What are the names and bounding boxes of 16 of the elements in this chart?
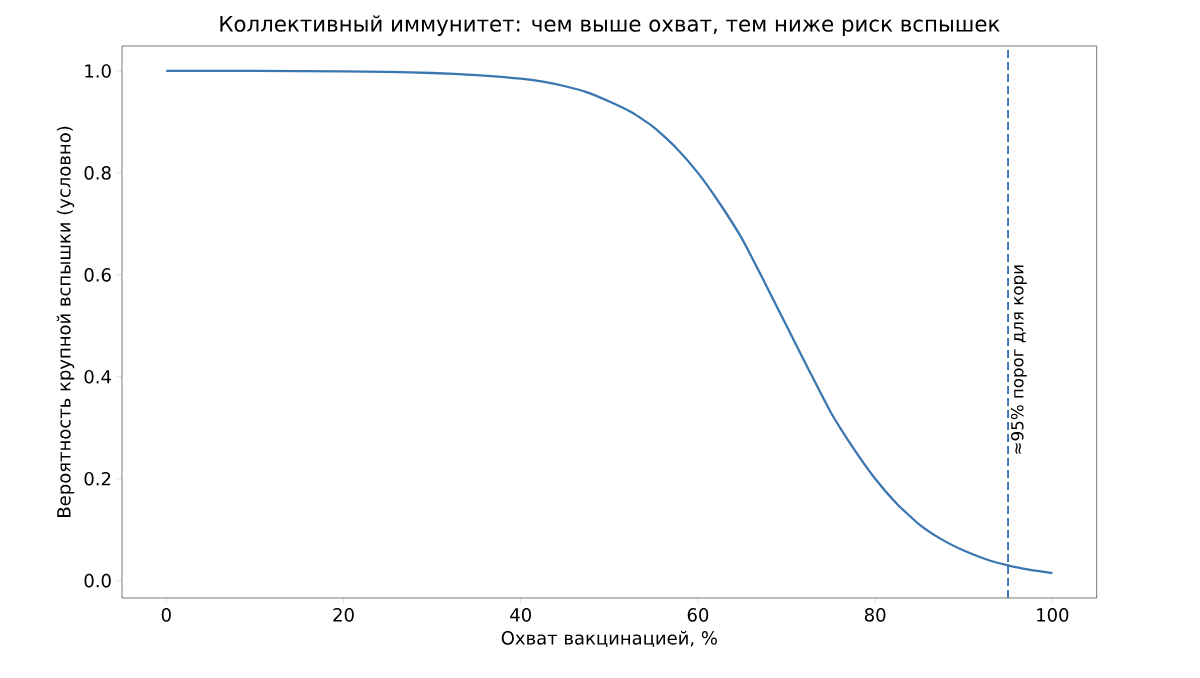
x-axis-title: Охват вакцинацией, % xyxy=(501,630,717,647)
x-tick-label: 60 xyxy=(687,608,709,622)
x-tick-label: 0 xyxy=(161,608,171,622)
y-tick-label: 0.2 xyxy=(84,471,111,486)
y-tick-label: 0.0 xyxy=(84,573,111,588)
x-tick-label: 40 xyxy=(510,608,531,622)
y-axis-title: Вероятность крупной вспышки (условно) xyxy=(56,126,75,517)
y-tick-label: 0.4 xyxy=(84,369,111,384)
y-tick-label: 1.0 xyxy=(85,64,111,78)
x-tick-label: 100 xyxy=(1037,608,1069,622)
y-tick-label: 0.6 xyxy=(84,268,111,282)
chart-title: Коллективный иммунитет: чем выше охват, тем ниже риск вспышек xyxy=(220,15,1000,36)
x-tick-label: 20 xyxy=(333,608,354,622)
y-tick-label: 0.8 xyxy=(84,166,111,180)
x-tick-label: 80 xyxy=(864,608,886,622)
ref-line-label: ≈95% порог для кори xyxy=(1010,265,1027,454)
